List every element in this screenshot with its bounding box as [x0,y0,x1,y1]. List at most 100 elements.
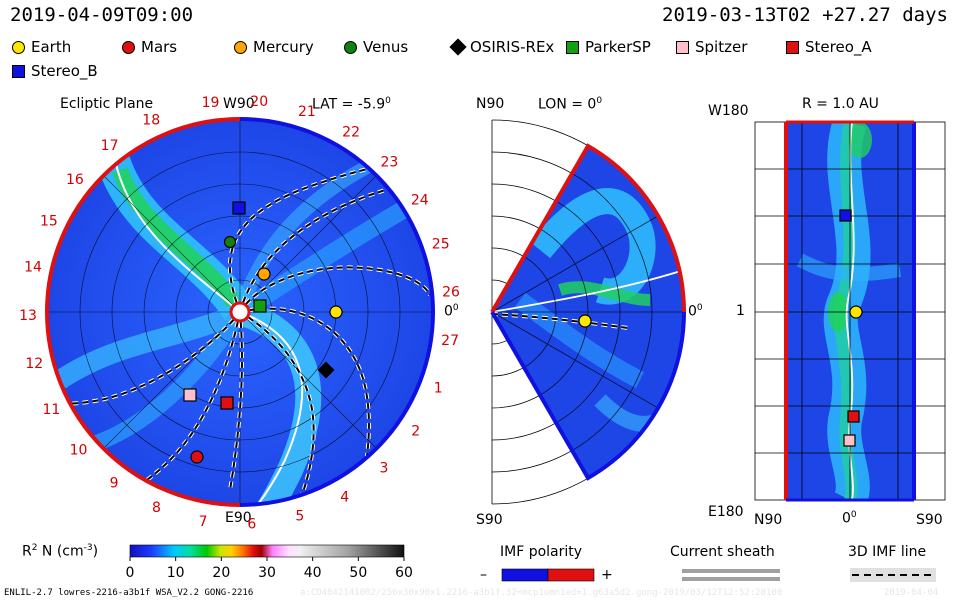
carrington-label: 10 [70,442,88,458]
carrington-label: 24 [411,193,429,209]
earth-marker-ecliptic [329,305,343,319]
legend-item-mars: Mars [122,38,177,56]
meridional-imf-line [492,313,629,329]
meridional-zero-label: 00 [688,303,703,320]
square-icon [12,64,25,78]
meridional-current-sheath [492,269,684,313]
meridional-plane-panel [490,119,686,505]
mercury-marker-ecliptic [257,267,271,281]
stereo-b-marker-radial [839,209,852,222]
sun-marker [229,301,251,323]
s90-label: S90 [476,512,503,528]
legend-item-mercury: Mercury [234,38,314,56]
colorbar-tick-label: 50 [349,565,367,581]
n90-bottom-label: N90 [754,512,783,528]
stereo-a-marker-radial [847,410,860,423]
legend-label: Venus [363,38,409,56]
run-date: 2019-04-04 [884,588,939,598]
carrington-label: 27 [441,333,459,349]
forecast-time: 2019-04-09T09:00 [10,4,194,26]
ecliptic-rim-negative [239,117,436,507]
zero-bottom-label: 00 [842,510,857,527]
colorbar-tick-label: 60 [395,565,413,581]
legend-item-spitzer: Spitzer [676,38,747,56]
carrington-label: 19 [202,95,220,111]
colorbar-tick-label: 10 [167,565,185,581]
carrington-label: 22 [342,124,360,140]
w180-label: W180 [708,103,749,119]
venus-marker-ecliptic [223,235,237,249]
density-stream-3 [54,302,245,389]
longitude-label: LON = 00 [538,96,603,113]
legend-label: OSIRIS-REx [470,38,555,56]
e90-label: E90 [225,510,252,526]
carrington-labels: 19 20212223242526271234567891011121314151… [19,94,460,533]
carrington-label: 9 [110,476,119,492]
square-icon [566,40,579,54]
legend-item-parkersp: ParkerSP [566,38,651,56]
legend-item-venus: Venus [344,38,408,56]
legend-label: Stereo_A [805,38,872,56]
square-icon [676,40,689,54]
colorbar-tick-label: 40 [304,565,322,581]
stereo-a-marker-ecliptic [220,396,234,410]
circle-icon [344,40,357,54]
carrington-label: 20 [250,94,268,110]
latitude-label: LAT = -5.90 [312,96,391,113]
e180-label: E180 [708,504,744,520]
carrington-label: 18 [142,113,160,129]
carrington-label: 7 [199,514,208,530]
carrington-label: 4 [340,489,349,505]
carrington-label: 21 [298,104,316,120]
polarity-positive-swatch [547,568,595,582]
carrington-label: 8 [152,500,161,516]
run-id-watermark: a:CD40421410R2/256x30x90x1.2216-a3b1f.32… [300,588,783,598]
colorbar-tick-label: 0 [126,565,135,581]
earth-marker-radial [849,305,863,319]
legend-item-osiris-rex: OSIRIS-REx [449,38,555,56]
polarity-plus: + [601,567,613,583]
meridional-rim-negative [490,310,686,481]
polarity-minus: – [480,567,487,583]
circle-icon [12,40,25,54]
carrington-label: 17 [101,138,119,154]
circle-icon [234,40,247,54]
carrington-label: 26 [442,284,460,300]
carrington-label: 16 [66,172,84,188]
imf-polarity-bar [501,568,595,582]
legend-item-stereo-a: Stereo_A [786,38,872,56]
carrington-label: 5 [295,508,304,524]
legend-label: Spitzer [695,38,748,56]
legend-label: Mars [141,38,178,56]
ecliptic-plane-panel: 19 20212223242526271234567891011121314151… [19,94,460,533]
colorbar-tick-label: 30 [258,565,276,581]
colorbar-tick-label: 20 [212,565,230,581]
carrington-label: 3 [380,461,389,477]
colorbar-gradient [129,544,405,558]
carrington-label: 25 [432,237,450,253]
colorbar-ticks: 0 10 20 30 40 50 60 [126,557,413,581]
imf-polarity-label: IMF polarity [500,544,583,560]
imf-line-swatch [850,568,936,582]
n90-label: N90 [476,96,505,112]
density-stream-1-core [112,167,247,317]
carrington-label: 14 [24,259,42,275]
legend-label: Stereo_B [31,62,98,80]
carrington-label: 23 [380,155,398,171]
legend-label: ParkerSP [585,38,651,56]
carrington-label: 6 [247,517,256,533]
legend-item-earth: Earth [12,38,71,56]
circle-icon [122,40,135,54]
osiris-rex-marker-ecliptic [317,361,335,379]
current-sheath-swatch [682,569,780,581]
current-sheath-label: Current sheath [670,544,775,560]
legend-label: Mercury [253,38,314,56]
spitzer-marker-ecliptic [183,388,197,402]
s90-bottom-label: S90 [916,512,943,528]
radius-label: R = 1.0 AU [802,96,879,112]
ecliptic-rim-positive [44,117,241,507]
lat-one-label: 1 [736,303,745,319]
legend-item-stereo-b: Stereo_B [12,62,98,80]
